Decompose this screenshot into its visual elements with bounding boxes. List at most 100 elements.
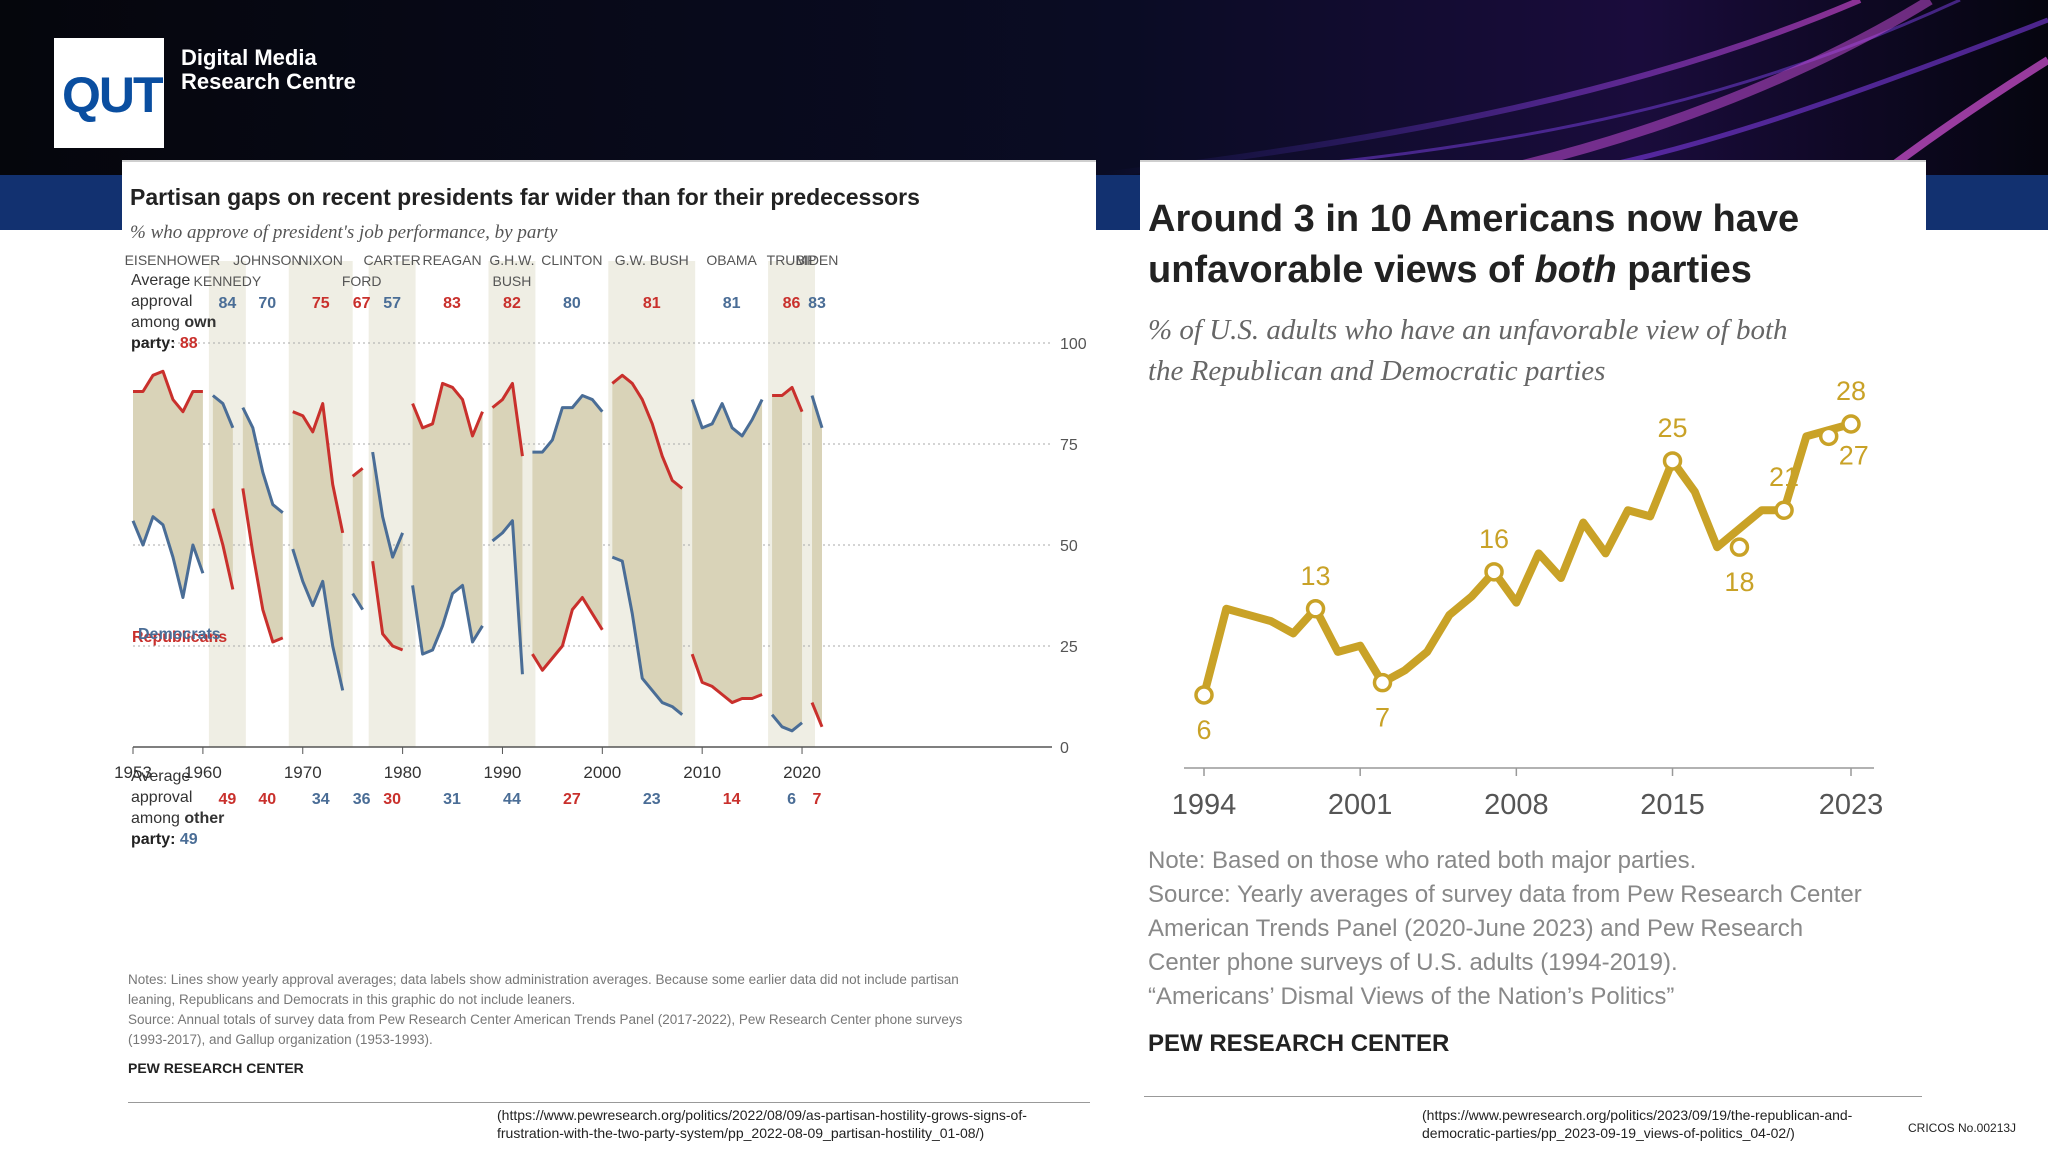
data-point-2020 [1774,500,1794,520]
right-title-line2: unfavorable views of both parties [1148,245,1918,296]
other-party-avg-g-h-w-bush: 44 [503,791,521,808]
other-party-label-line1: Average [131,768,190,785]
other-party-avg-g-w-bush: 23 [643,791,661,808]
own-party-avg-reagan: 83 [443,295,461,312]
x-tick-label-1994: 1994 [1172,789,1237,821]
republican-line-carter [371,560,404,652]
republican-line-g-h-w-bush [491,381,524,457]
source-url-left[interactable]: (https://www.pewresearch.org/politics/20… [497,1106,1097,1142]
own-party-avg-trump: 86 [783,295,801,312]
right-chart-title: Around 3 in 10 Americans now have unfavo… [1148,194,1918,296]
other-party-label-line3: among other [131,810,224,827]
own-party-avg-nixon: 75 [312,295,330,312]
other-party-avg-biden: 7 [813,791,822,808]
left-chart-credit: PEW RESEARCH CENTER [128,1060,304,1076]
source-url-right-line1[interactable]: (https://www.pewresearch.org/politics/20… [1422,1107,1853,1123]
x-tick-label-2020: 2020 [783,763,821,782]
other-party-avg-obama: 14 [723,791,741,808]
right-chart-panel: Around 3 in 10 Americans now have unfavo… [1140,160,1926,1134]
own-party-label-line3: among own [131,314,216,331]
republican-line-johnson [241,488,284,644]
right-note-line1: Note: Based on those who rated both majo… [1148,847,1697,874]
other-party-avg-trump: 6 [787,791,796,808]
own-party-avg-g-h-w-bush: 82 [503,295,521,312]
source-url-left-line2[interactable]: frustration-with-the-two-party-system/pp… [497,1125,985,1141]
own-party-label-line4: party: 88 [131,335,198,352]
other-party-label-line4: party: 49 [131,831,198,848]
right-title-line1: Around 3 in 10 Americans now have [1148,198,1800,240]
other-party-avg-ford: 36 [353,791,371,808]
other-party-avg-reagan: 31 [443,791,461,808]
president-name-trump: TRUMP [767,252,817,268]
x-tick-label-1970: 1970 [284,763,322,782]
own-party-label-party: party: [131,335,180,352]
left-notes-line4: (1993-2017), and Gallup organization (19… [128,1032,433,1047]
republican-line-obama [690,653,763,705]
right-note-line5: “Americans’ Dismal Views of the Nation’s… [1148,983,1675,1010]
x-tick-label-2008: 2008 [1484,789,1549,821]
left-chart-title: Partisan gaps on recent presidents far w… [130,184,920,210]
x-tick-label-1980: 1980 [384,763,422,782]
gap-fill-trump [772,387,803,731]
data-label-2007: 16 [1479,524,1509,554]
gap-fill-g-h-w-bush [492,383,523,675]
own-party-label-line2: approval [131,293,192,310]
left-notes-line3: Source: Annual totals of survey data fro… [128,1012,963,1027]
gap-fill-eisenhower [133,371,203,598]
republican-line-reagan [411,381,484,438]
right-note-line2: Source: Yearly averages of survey data f… [1148,881,1862,908]
right-chart-credit: PEW RESEARCH CENTER [1148,1030,1450,1057]
republican-line-kennedy [211,508,235,590]
other-party-avg-johnson: 40 [258,791,276,808]
president-name-eisenhower: EISENHOWER [125,252,221,268]
org-name-line1: Digital Media [181,45,317,70]
president-name-biden: BIDEN [796,252,839,268]
right-divider [1144,1096,1922,1097]
right-subtitle-line1: % of U.S. adults who have an unfavorable… [1148,314,1788,346]
gap-fill-biden [812,395,822,727]
own-party-avg-johnson: 70 [258,295,276,312]
source-url-left-line1[interactable]: (https://www.pewresearch.org/politics/20… [497,1107,1027,1123]
republican-line-ford [351,467,364,478]
y-tick-label-0: 0 [1060,740,1069,757]
own-party-avg-g-w-bush: 81 [643,295,661,312]
right-note-line4: Center phone surveys of U.S. adults (199… [1148,949,1678,976]
democrat-line-reagan [411,583,484,656]
own-party-avg-clinton: 80 [563,295,581,312]
data-label-1999: 13 [1301,561,1331,591]
y-tick-label-50: 50 [1060,538,1078,555]
x-tick-label-2000: 2000 [583,763,621,782]
own-party-avg-ford: 67 [353,295,371,312]
other-party-label-line2: approval [131,789,192,806]
right-subtitle-line2: the Republican and Democratic parties [1148,355,1606,387]
source-url-right-line2[interactable]: democratic-parties/pp_2023-09-19_views-o… [1422,1125,1795,1141]
democrat-line-biden [810,395,824,429]
democrat-line-carter [371,451,404,559]
source-url-right[interactable]: (https://www.pewresearch.org/politics/20… [1422,1106,1922,1142]
other-party-avg-eisenhower: 49 [180,831,198,848]
cricos-number: CRICOS No.00213J [1908,1121,2017,1135]
own-party-label-line1: Average [131,272,190,289]
president-name-g-h-w-bush: BUSH [492,273,531,289]
data-point-2018 [1729,537,1750,557]
left-notes-line1: Notes: Lines show yearly approval averag… [128,972,959,987]
qut-logo-text: QUT [62,67,164,123]
data-point-1999 [1305,599,1326,619]
y-tick-label-100: 100 [1060,336,1087,353]
republican-line-trump [772,385,804,413]
democrat-line-eisenhower [131,515,205,600]
president-name-obama: OBAMA [706,252,757,268]
president-name-g-w-bush: G.W. BUSH [615,252,689,268]
left-chart-panel: Partisan gaps on recent presidents far w… [114,160,1096,1134]
democrat-line-kennedy [211,394,235,429]
republican-line-g-w-bush [611,373,684,490]
left-chart-notes: Notes: Lines show yearly approval averag… [128,970,1094,1050]
democrat-line-trump [770,713,803,733]
unfavorable-both-line [1200,420,1855,699]
president-name-reagan: REAGAN [422,252,481,268]
other-party-avg-kennedy: 49 [218,791,236,808]
gap-fill-johnson [242,407,283,642]
data-label-2015: 25 [1657,413,1687,443]
org-name-line2: Research Centre [181,69,356,94]
org-name: Digital Media Research Centre [181,46,356,94]
